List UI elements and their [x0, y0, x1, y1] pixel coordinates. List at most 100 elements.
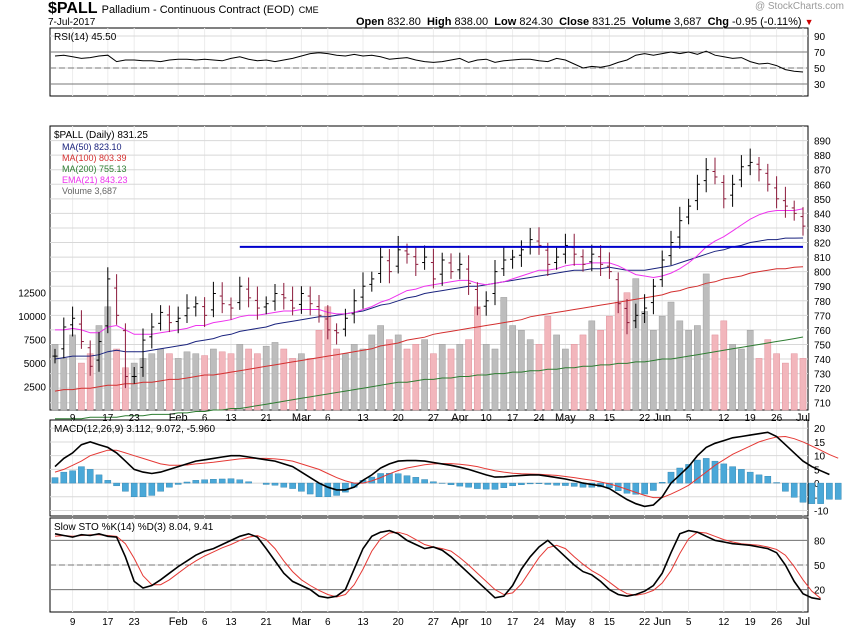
macd-histogram-bar — [711, 460, 719, 484]
volume-bar — [60, 358, 68, 411]
macd-histogram-bar — [412, 477, 420, 484]
macd-histogram-bar — [526, 482, 534, 485]
volume-bar — [227, 353, 235, 411]
chart-date: 7-Jul-2017 — [48, 17, 96, 28]
macd-line — [54, 431, 830, 508]
watermark: @ StockCharts.com — [754, 1, 844, 12]
macd-axis-tick-label: 15 — [814, 438, 826, 449]
date-tick-label-bottom: Feb — [169, 616, 188, 628]
macd-histogram-bar — [641, 482, 648, 495]
quote-bar: Open 832.80 High 838.00 Low 824.30 Close… — [356, 16, 814, 28]
macd-histogram-bar — [834, 482, 842, 500]
macd-histogram-bar — [826, 482, 833, 500]
volume-bar — [623, 292, 631, 411]
volume-bar — [280, 348, 288, 411]
volume-bar — [157, 348, 164, 411]
macd-histogram-bar — [606, 482, 613, 488]
volume-bar — [78, 362, 85, 411]
macd-histogram-bar — [729, 466, 736, 484]
macd-histogram-bar — [342, 482, 349, 493]
volume-tick-label: 2500 — [24, 383, 47, 394]
volume-bar — [394, 334, 402, 411]
rsi-axis-tick-label: 70 — [814, 48, 826, 59]
macd-histogram-bar — [650, 482, 657, 491]
price-axis-tick-label: 880 — [814, 151, 831, 162]
date-tick-label: 17 — [102, 413, 114, 424]
macd-panel — [49, 419, 809, 517]
macd-histogram-bar — [122, 482, 129, 492]
sto-axis-tick-label: 80 — [814, 536, 826, 547]
volume-bar — [201, 355, 208, 411]
volume-tick-label: 10000 — [18, 312, 46, 323]
date-tick-label: 19 — [745, 413, 757, 424]
macd-histogram-bar — [236, 479, 244, 484]
macd-histogram-bar — [245, 481, 252, 484]
price-axis-tick-label: 860 — [814, 180, 831, 191]
volume-tick-label: 12500 — [18, 289, 46, 300]
volume-bar — [694, 325, 701, 411]
volume-bar — [738, 348, 745, 411]
volume-bar — [570, 344, 578, 411]
volume-bar — [306, 358, 314, 411]
date-tick-label-bottom: Jul — [796, 616, 810, 628]
volume-bar — [254, 353, 261, 411]
price-axis-tick-label: 740 — [814, 355, 831, 366]
sto-k-line — [54, 529, 821, 601]
macd-histogram-bar — [324, 482, 332, 498]
volume-bar — [790, 353, 798, 411]
date-tick-label: Jun — [653, 412, 671, 424]
date-tick-label-bottom: 19 — [745, 617, 757, 628]
price-axis-tick-label: 710 — [814, 399, 831, 410]
ma50-line — [54, 237, 804, 360]
open-label: Open — [356, 16, 385, 28]
volume-bar — [597, 329, 604, 411]
volume-bar — [658, 315, 666, 411]
date-tick-label: 5 — [686, 413, 692, 424]
ma200-line — [55, 336, 804, 420]
volume-bar — [69, 334, 76, 411]
volume-bar — [764, 339, 772, 411]
contract-title: Palladium - Continuous Contract (EOD) — [101, 4, 295, 16]
price-axis-tick-label: 790 — [814, 282, 831, 293]
price-axis-tick-label: 750 — [814, 340, 831, 351]
rsi-axis-tick-label: 50 — [814, 64, 826, 75]
macd-histogram-bar — [535, 482, 543, 484]
volume-bar — [377, 325, 384, 411]
volume-bar — [606, 315, 613, 411]
macd-histogram-bar — [790, 482, 798, 498]
symbol: $PALL — [48, 0, 98, 17]
date-tick-label: Jul — [796, 412, 810, 424]
date-tick-label: 12 — [718, 413, 730, 424]
volume-bar — [368, 334, 376, 411]
macd-histogram-bar — [509, 482, 516, 487]
volume-bar — [174, 358, 182, 411]
date-tick-label-bottom: 8 — [589, 617, 595, 628]
macd-histogram-bar — [562, 482, 569, 486]
rsi-panel — [49, 27, 809, 97]
macd-histogram-bar — [280, 482, 288, 488]
macd-histogram-bar — [465, 482, 472, 488]
date-tick-label-bottom: 12 — [718, 617, 730, 628]
price-axis-tick-label: 780 — [814, 297, 831, 308]
macd-histogram-bar — [702, 458, 710, 484]
volume-bar — [500, 297, 508, 411]
volume-bar — [333, 348, 340, 411]
macd-histogram-bar — [632, 482, 640, 495]
price-panel — [49, 125, 809, 411]
price-axis-tick-label: 770 — [814, 311, 831, 322]
price-axis-tick-label: 850 — [814, 195, 831, 206]
date-tick-label: 26 — [771, 413, 783, 424]
date-tick-label: 27 — [428, 413, 440, 424]
date-tick-label-bottom: Apr — [451, 616, 468, 628]
price-legend-title: $PALL (Daily) 831.25 — [54, 130, 148, 141]
macd-histogram-bar — [694, 459, 701, 484]
volume-bar — [720, 320, 728, 411]
macd-legend: MACD(12,26,9) 3.112, 9.072, -5.960 — [54, 424, 215, 435]
macd-histogram-bar — [148, 482, 156, 496]
high-value: 838.00 — [454, 16, 489, 28]
date-tick-label-bottom: 15 — [604, 617, 616, 628]
price-legend-item: MA(200) 755.13 — [62, 164, 127, 174]
macd-histogram-bar — [491, 482, 499, 490]
macd-axis-tick-label: 10 — [814, 452, 826, 463]
